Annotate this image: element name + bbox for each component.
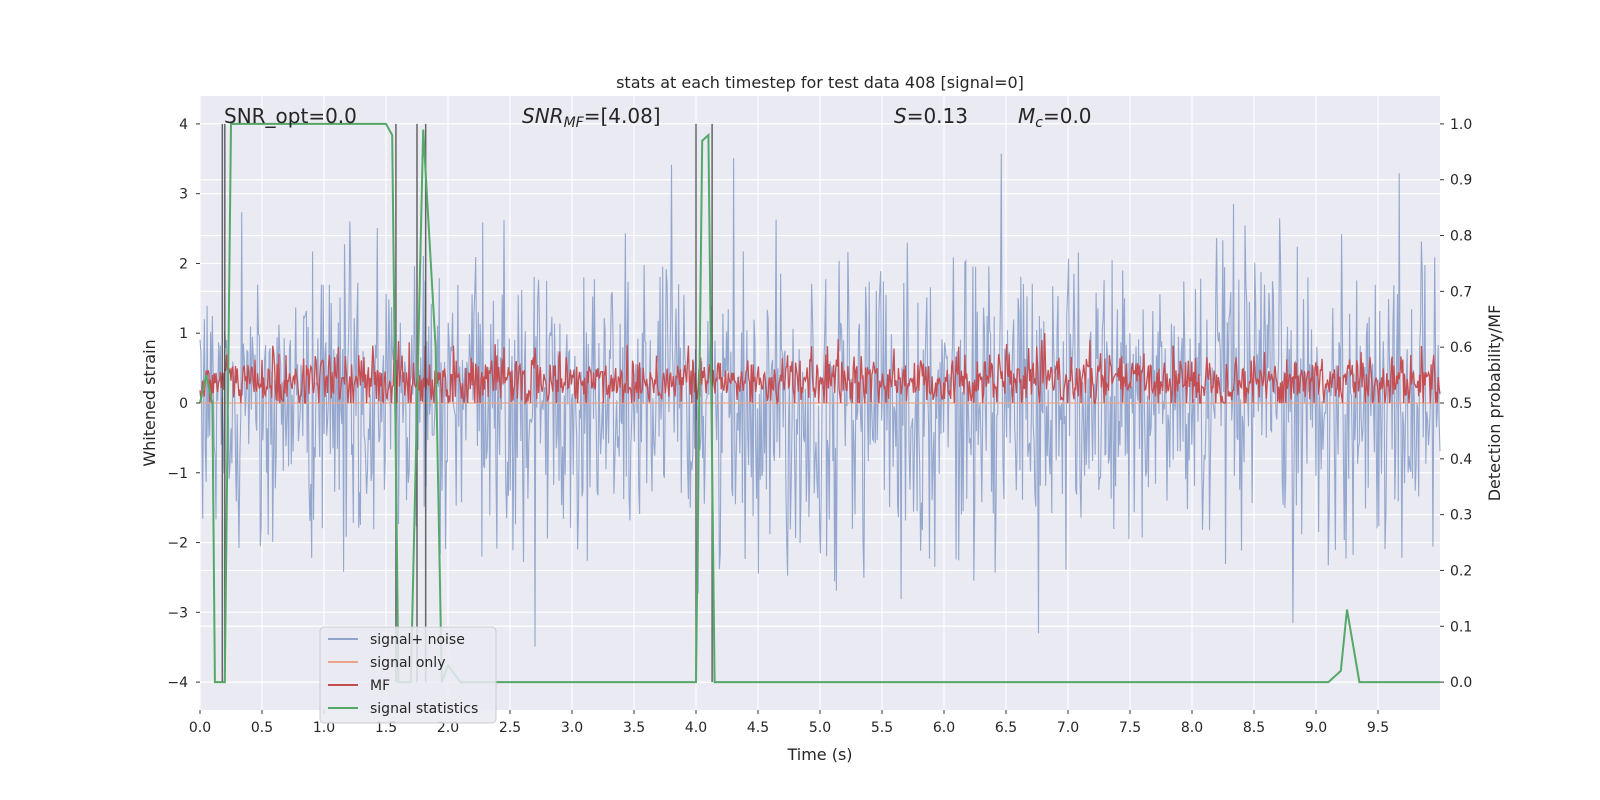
snr-mf-value: =[4.08] bbox=[584, 104, 661, 128]
right-axis-label: Detection probability/MF bbox=[1485, 305, 1504, 502]
x-tick-label-5: 2.5 bbox=[499, 720, 521, 736]
chart-title: stats at each timestep for test data 408… bbox=[616, 73, 1024, 92]
legend-label-signal-only: signal only bbox=[370, 655, 445, 671]
x-tick-label-3: 1.5 bbox=[375, 720, 397, 736]
x-tick-label-6: 3.0 bbox=[561, 720, 583, 736]
s-annotation: S=0.13 bbox=[894, 104, 968, 128]
mc-symbol: M bbox=[1018, 104, 1035, 128]
right-tick-label-3: 0.3 bbox=[1450, 508, 1472, 524]
snr-mf-subscript: MF bbox=[564, 115, 585, 131]
signal-noise-line bbox=[199, 153, 1441, 647]
y-tick-label-4: 0 bbox=[179, 396, 188, 412]
legend-box bbox=[319, 626, 497, 724]
s-value: =0.13 bbox=[907, 104, 968, 128]
x-tick-label-8: 4.0 bbox=[685, 720, 707, 736]
x-tick-label-17: 8.5 bbox=[1243, 720, 1265, 736]
x-tick-label-16: 8.0 bbox=[1181, 720, 1203, 736]
right-tick-label-10: 1.0 bbox=[1450, 117, 1472, 133]
x-axis-label: Time (s) bbox=[786, 745, 852, 764]
legend: signal+ noise signal only MF signal stat… bbox=[319, 626, 497, 724]
x-axis-ticks: 0.0 0.5 1.0 1.5 2.0 2.5 3.0 3.5 4.0 4.5 5.0 5.5 6.0 6… bbox=[189, 710, 1389, 736]
right-tick-label-4: 0.4 bbox=[1450, 452, 1472, 468]
mf-line bbox=[199, 333, 1441, 405]
x-tick-label-19: 9.5 bbox=[1367, 720, 1389, 736]
signal-statistics-series bbox=[199, 122, 1440, 684]
s-symbol: S bbox=[894, 104, 907, 128]
y-tick-label-7: 3 bbox=[179, 187, 188, 203]
y-tick-label-2: −2 bbox=[167, 536, 188, 552]
right-tick-label-2: 0.2 bbox=[1450, 563, 1472, 579]
x-tick-label-2: 1.0 bbox=[313, 720, 335, 736]
mc-annotation: Mc=0.0 bbox=[1018, 104, 1092, 131]
y-tick-label-8: 4 bbox=[179, 117, 188, 133]
x-tick-label-15: 7.5 bbox=[1119, 720, 1141, 736]
x-tick-label-14: 7.0 bbox=[1057, 720, 1079, 736]
legend-label-mf: MF bbox=[370, 678, 390, 694]
signal-statistics-line bbox=[199, 122, 1440, 684]
x-tick-label-11: 5.5 bbox=[871, 720, 893, 736]
x-tick-label-4: 2.0 bbox=[437, 720, 459, 736]
right-tick-label-6: 0.6 bbox=[1450, 340, 1472, 356]
legend-label-statistics: signal statistics bbox=[370, 701, 478, 717]
snr-opt-annotation: SNR_opt=0.0 bbox=[224, 104, 357, 128]
x-tick-label-9: 4.5 bbox=[747, 720, 769, 736]
right-tick-label-9: 0.9 bbox=[1450, 173, 1472, 189]
y-tick-label-6: 2 bbox=[179, 256, 188, 272]
x-tick-label-1: 0.5 bbox=[251, 720, 273, 736]
y-axis-label: Whitened strain bbox=[140, 339, 159, 466]
x-tick-label-18: 9.0 bbox=[1305, 720, 1327, 736]
mf-series bbox=[199, 333, 1441, 405]
x-tick-label-13: 6.5 bbox=[995, 720, 1017, 736]
legend-label-noise: signal+ noise bbox=[370, 632, 465, 648]
y-tick-label-5: 1 bbox=[179, 326, 188, 342]
x-tick-label-7: 3.5 bbox=[623, 720, 645, 736]
right-tick-label-7: 0.7 bbox=[1450, 284, 1472, 300]
snr-mf-annotation: SNRMF=[4.08] bbox=[522, 104, 661, 131]
x-tick-label-10: 5.0 bbox=[809, 720, 831, 736]
right-tick-label-1: 0.1 bbox=[1450, 619, 1472, 635]
right-tick-label-8: 0.8 bbox=[1450, 229, 1472, 245]
snr-mf-symbol: SNR bbox=[522, 104, 564, 128]
x-tick-label-12: 6.0 bbox=[933, 720, 955, 736]
right-tick-label-5: 0.5 bbox=[1450, 396, 1472, 412]
mc-value: =0.0 bbox=[1043, 104, 1092, 128]
y-axis-ticks: −4 −3 −2 −1 0 1 2 3 4 bbox=[167, 117, 200, 691]
right-tick-label-0: 0.0 bbox=[1450, 675, 1472, 691]
signal-noise-series bbox=[199, 153, 1441, 647]
y-tick-label-3: −1 bbox=[167, 466, 188, 482]
right-axis-ticks: 0.0 0.1 0.2 0.3 0.4 0.5 0.6 0.7 0.8 0.9 1.0 bbox=[1440, 117, 1472, 691]
y-tick-label-0: −4 bbox=[167, 675, 188, 691]
y-tick-label-1: −3 bbox=[167, 605, 188, 621]
mc-subscript: c bbox=[1035, 115, 1043, 131]
x-tick-label-0: 0.0 bbox=[189, 720, 211, 736]
